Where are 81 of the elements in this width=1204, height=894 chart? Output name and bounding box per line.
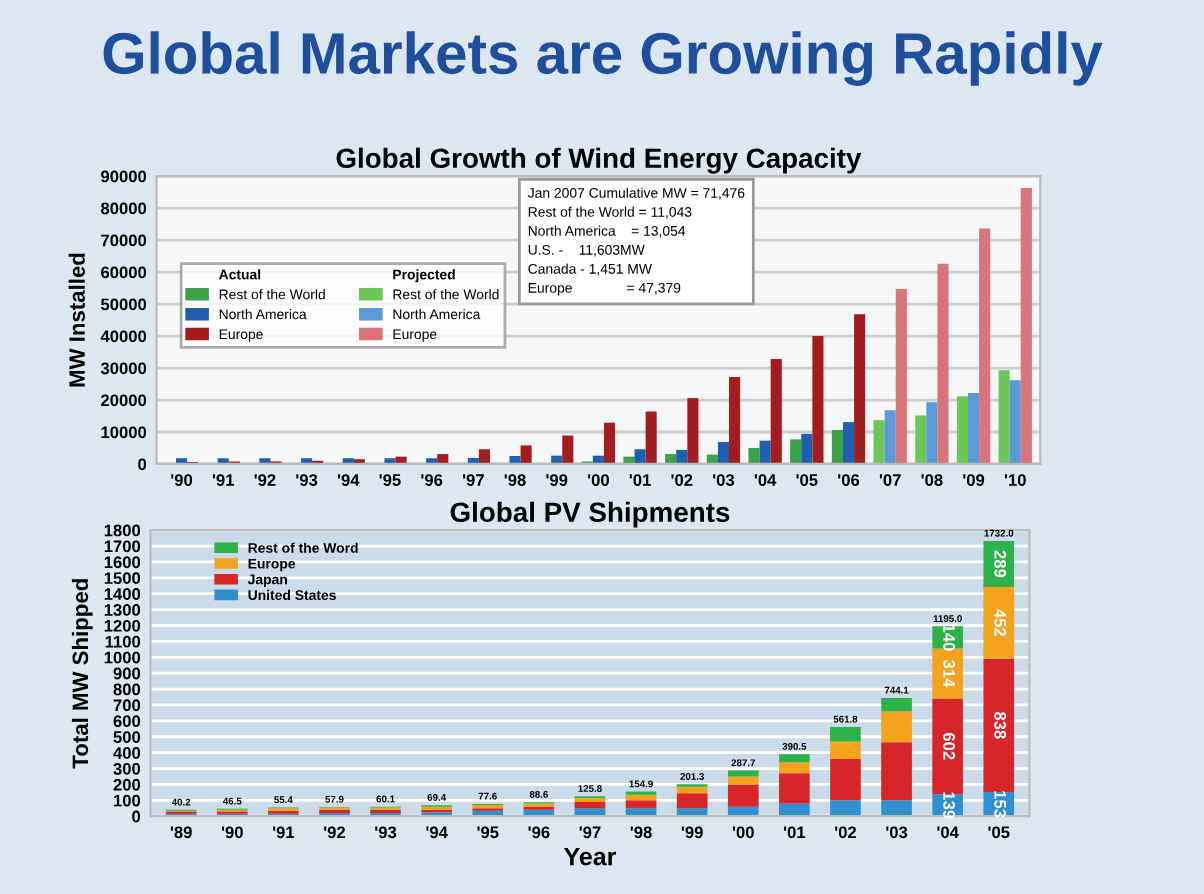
y-tick-label: 1500 <box>104 572 141 585</box>
y-tick-label: 90000 <box>101 170 147 183</box>
data-label: 314 <box>943 659 955 688</box>
y-tick-label: 70000 <box>101 234 147 247</box>
x-tick-label: '02 <box>671 474 693 486</box>
data-label: 140 <box>943 624 955 651</box>
data-label: 838 <box>994 711 1007 739</box>
y-tick-label: 1400 <box>104 588 141 600</box>
x-tick-label: '97 <box>579 826 601 839</box>
x-tick-label: '08 <box>921 474 943 486</box>
x-tick-label: '05 <box>988 826 1010 839</box>
y-tick-label: 10000 <box>101 426 147 439</box>
x-tick-label: '98 <box>630 826 652 839</box>
x-tick-label: '94 <box>426 826 448 839</box>
y-tick-label: 1100 <box>105 635 141 648</box>
data-label: 289 <box>994 550 1007 578</box>
x-tick-label: '92 <box>254 474 276 486</box>
y-tick-label: 900 <box>113 667 141 680</box>
y-tick-label: 80000 <box>100 202 147 215</box>
y-tick-label: 600 <box>113 715 141 728</box>
x-tick-label: '90 <box>171 474 193 486</box>
y-tick-label: 1600 <box>104 556 141 569</box>
x-tick-label: '92 <box>324 826 346 839</box>
y-tick-label: 300 <box>113 762 141 775</box>
x-tick-label: '99 <box>681 826 703 839</box>
y-tick-label: 50000 <box>100 298 147 311</box>
y-tick-label: 1200 <box>104 619 141 632</box>
x-tick-label: '09 <box>963 474 985 486</box>
data-label: 602 <box>943 733 955 760</box>
x-tick-label: '96 <box>421 474 443 486</box>
x-tick-label: '95 <box>477 826 499 839</box>
x-tick-label: '10 <box>1004 474 1026 486</box>
y-tick-label: 200 <box>113 778 141 791</box>
x-tick-label: '98 <box>504 474 526 486</box>
x-tick-label: '96 <box>528 826 550 839</box>
x-tick-label: '91 <box>212 474 234 486</box>
x-tick-label: '91 <box>273 826 295 839</box>
y-axis-title: Total MW Shipped <box>71 579 93 769</box>
x-tick-label: '06 <box>838 474 860 486</box>
y-tick-label: 30000 <box>100 362 147 375</box>
x-axis-title: Year <box>563 847 616 866</box>
x-tick-label: '00 <box>732 826 754 839</box>
data-label: 153 <box>994 791 1007 818</box>
y-tick-label: 60000 <box>101 266 147 279</box>
x-tick-label: '90 <box>221 826 243 839</box>
chart-title: Global Growth of Wind Energy Capacity <box>336 147 862 174</box>
y-tick-label: 400 <box>113 747 141 759</box>
y-tick-label: 700 <box>113 699 141 712</box>
x-tick-label: '03 <box>713 474 735 486</box>
y-tick-label: 1800 <box>104 524 141 537</box>
x-tick-label: '01 <box>784 826 806 839</box>
x-tick-label: '99 <box>546 474 568 486</box>
y-tick-label: 1000 <box>104 651 141 664</box>
x-tick-label: '02 <box>835 826 857 839</box>
y-tick-label: 1300 <box>104 604 141 616</box>
x-tick-label: '01 <box>629 474 651 486</box>
x-tick-label: '04 <box>754 474 777 486</box>
data-label: 139 <box>943 792 955 819</box>
data-label: 452 <box>994 609 1007 637</box>
text: Global Markets are Growing Rapidly <box>103 31 1103 86</box>
x-tick-label: '97 <box>462 474 484 486</box>
y-tick-label: 20000 <box>101 394 147 407</box>
x-tick-label: '94 <box>337 474 360 486</box>
x-tick-label: '93 <box>296 474 318 486</box>
y-axis-title: MW Installed <box>68 253 85 387</box>
y-tick-label: 0 <box>132 810 141 823</box>
x-tick-label: '00 <box>588 474 609 486</box>
x-tick-label: '93 <box>375 826 397 839</box>
y-tick-label: 100 <box>114 794 141 807</box>
x-tick-label: '89 <box>170 826 192 839</box>
y-tick-label: 40000 <box>100 330 147 343</box>
x-tick-label: '04 <box>937 826 959 839</box>
x-tick-label: '05 <box>796 474 818 486</box>
y-tick-label: 1700 <box>104 540 141 553</box>
y-tick-label: 500 <box>113 731 141 743</box>
x-tick-label: '03 <box>886 826 908 839</box>
y-tick-label: 800 <box>113 683 141 696</box>
y-tick-label: 0 <box>138 458 147 471</box>
x-tick-label: '95 <box>379 474 401 486</box>
chart-title: Global PV Shipments <box>450 501 730 528</box>
x-tick-label: '07 <box>879 474 901 486</box>
